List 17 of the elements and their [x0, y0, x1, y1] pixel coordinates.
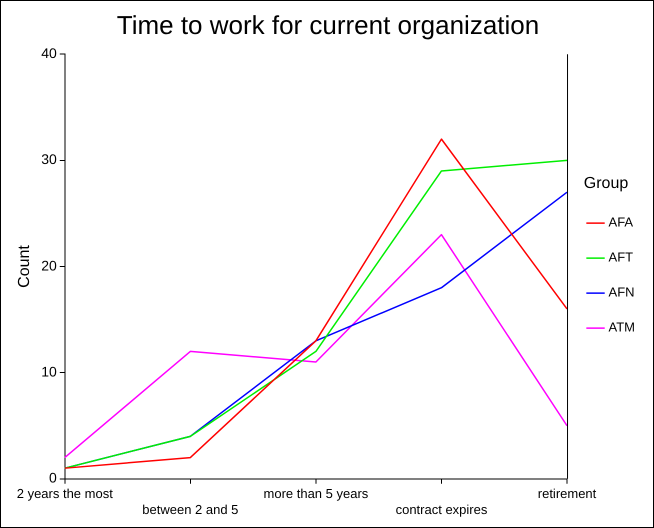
x-tick-label: retirement: [538, 486, 597, 502]
legend-label: AFT: [608, 250, 634, 265]
legend-label: AFN: [608, 284, 635, 300]
y-tick-label: 10: [41, 364, 57, 380]
chart-title: Time to work for current organization: [116, 10, 540, 40]
legend-label: AFA: [608, 214, 634, 230]
y-tick-label: 30: [41, 151, 57, 168]
legend-label: ATM: [608, 320, 636, 335]
y-axis-title: Count: [16, 244, 34, 288]
legend-title: Group: [584, 174, 628, 192]
x-tick-label: 2 years the most: [16, 486, 114, 502]
y-tick-label: 0: [48, 470, 57, 486]
y-tick-label: 40: [41, 45, 57, 62]
x-tick-label: between 2 and 5: [142, 502, 238, 517]
y-tick-label: 20: [41, 257, 57, 274]
x-tick-label: more than 5 years: [264, 486, 369, 502]
x-tick-label: contract expires: [396, 502, 488, 517]
